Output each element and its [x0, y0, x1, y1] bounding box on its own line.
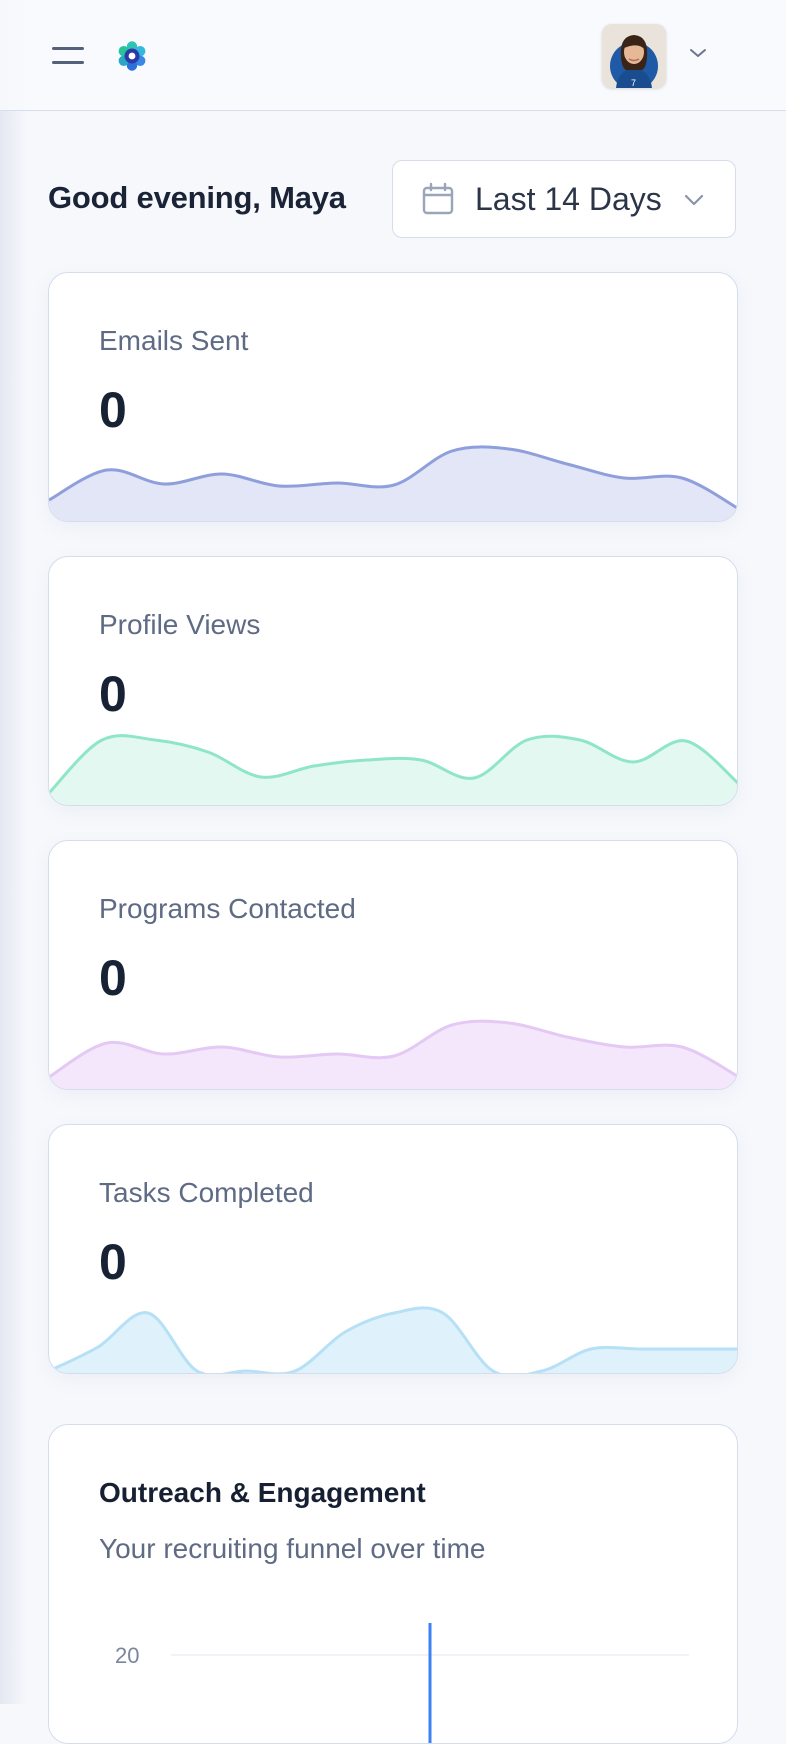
svg-text:7: 7 [631, 78, 636, 88]
stat-value: 0 [99, 382, 127, 438]
stat-value: 0 [99, 666, 127, 722]
stat-label: Tasks Completed [99, 1177, 314, 1208]
profile-views-sparkline [49, 734, 737, 805]
hamburger-menu-icon[interactable] [50, 42, 86, 70]
top-bar: 7 [0, 0, 786, 111]
tasks-completed-sparkline [49, 1306, 737, 1373]
sparkline-line [49, 445, 737, 510]
stat-card-emails-sent[interactable]: Emails Sent 0 [48, 272, 738, 522]
sparkline-area [49, 446, 737, 521]
y-tick-label: 20 [115, 1643, 139, 1668]
chart-subtitle: Your recruiting funnel over time [99, 1533, 486, 1564]
flower-logo-icon[interactable] [116, 40, 148, 72]
outreach-line-chart[interactable]: 20 [49, 1595, 738, 1744]
sparkline-area [49, 735, 737, 805]
stat-label: Emails Sent [99, 325, 249, 356]
stat-card-programs-contacted[interactable]: Programs Contacted 0 [48, 840, 738, 1090]
sparkline-line [49, 1306, 737, 1373]
stat-label: Profile Views [99, 609, 261, 640]
greeting-text: Good evening, Maya [48, 180, 346, 215]
chevron-down-icon [684, 194, 704, 206]
avatar-portrait-icon: 7 [602, 24, 666, 88]
chevron-down-icon[interactable] [688, 46, 708, 60]
sparkline-area [49, 1307, 737, 1373]
stat-label: Programs Contacted [99, 893, 356, 924]
side-shade [0, 0, 28, 1704]
chart-title: Outreach & Engagement [99, 1477, 426, 1508]
calendar-icon [422, 182, 454, 215]
outreach-engagement-card: Outreach & Engagement Your recruiting fu… [48, 1424, 738, 1744]
emails-sent-sparkline [49, 445, 737, 521]
user-avatar[interactable]: 7 [602, 24, 666, 88]
stat-value: 0 [99, 950, 127, 1006]
programs-contacted-sparkline [49, 1019, 737, 1089]
sparkline-area [49, 1021, 737, 1089]
sparkline-line [49, 734, 737, 795]
sparkline-line [49, 1019, 737, 1079]
stat-card-profile-views[interactable]: Profile Views 0 [48, 556, 738, 806]
date-range-value: Last 14 Days [475, 181, 662, 217]
stat-value: 0 [99, 1234, 127, 1290]
date-range-select[interactable]: Last 14 Days [392, 160, 736, 238]
stat-card-tasks-completed[interactable]: Tasks Completed 0 [48, 1124, 738, 1374]
